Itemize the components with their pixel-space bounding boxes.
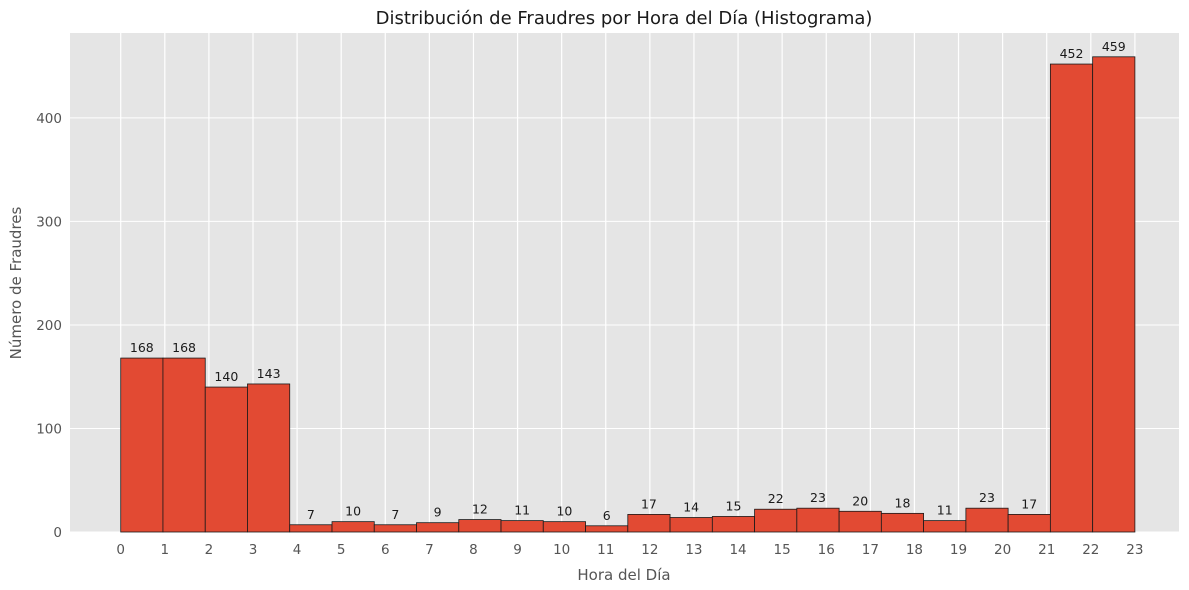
bar-hour-17 (838, 510, 882, 533)
bar-hour-18 (880, 512, 924, 533)
y-tick-label: 300 (36, 214, 62, 230)
bar-hour-6 (373, 524, 417, 533)
y-axis-label: Número de Fraudres (7, 206, 25, 359)
x-tick-label: 19 (950, 542, 967, 558)
bar-hour-15 (754, 508, 798, 533)
bar-value-label: 17 (1021, 496, 1037, 511)
bar-value-label: 23 (810, 490, 826, 505)
y-tick-label: 400 (36, 111, 62, 127)
bar-value-label: 10 (345, 504, 361, 519)
x-tick-label: 21 (1038, 542, 1055, 558)
bar-hour-12 (627, 514, 671, 533)
bar-value-label: 12 (472, 502, 488, 517)
x-tick-label: 16 (818, 542, 835, 558)
bar-value-label: 22 (768, 491, 784, 506)
x-axis-label: Hora del Día (577, 566, 670, 584)
bar-value-label: 7 (307, 507, 315, 522)
bar-hour-7 (416, 522, 460, 533)
x-tick-label: 10 (553, 542, 570, 558)
bar-hour-8 (458, 519, 502, 533)
bar-value-label: 17 (641, 496, 657, 511)
x-tick-label: 3 (249, 542, 258, 558)
bar-hour-23 (1092, 56, 1136, 533)
bar-value-label: 23 (979, 490, 995, 505)
bar-value-label: 9 (434, 505, 442, 520)
bar-labels: 168 168 140 143 7 10 7 9 12 11 10 6 17 14 15 22 23 20 18 11… (130, 39, 1126, 523)
x-tick-label: 13 (685, 542, 702, 558)
grid-lines (70, 33, 1179, 533)
bar-hour-0 (120, 357, 164, 533)
bar-hour-19 (923, 520, 967, 533)
bar-hour-22 (1049, 63, 1094, 533)
x-tick-label: 15 (774, 542, 791, 558)
bar-hour-1 (162, 357, 206, 533)
x-tick-label: 20 (994, 542, 1011, 558)
chart-title: Distribución de Fraudres por Hora del Dí… (376, 8, 873, 29)
x-tick-label: 14 (729, 542, 746, 558)
x-tick-label: 0 (116, 542, 125, 558)
x-tick-label: 5 (337, 542, 346, 558)
bar-value-label: 18 (895, 495, 911, 510)
bar-hour-13 (669, 517, 713, 533)
x-tick-label: 9 (513, 542, 522, 558)
bar-value-label: 10 (556, 504, 572, 519)
y-axis-ticks: 0 100 200 300 400 (36, 111, 62, 541)
x-tick-label: 22 (1082, 542, 1099, 558)
x-tick-label: 23 (1126, 542, 1143, 558)
x-tick-label: 6 (381, 542, 390, 558)
y-tick-label: 100 (36, 421, 62, 437)
bar-value-label: 20 (852, 493, 868, 508)
bar-value-label: 143 (257, 366, 281, 381)
bar-value-label: 6 (603, 508, 611, 523)
x-tick-label: 12 (641, 542, 658, 558)
bars (120, 56, 1136, 533)
bar-hour-10 (542, 521, 586, 533)
bar-hour-21 (1007, 514, 1051, 533)
bar-hour-14 (711, 516, 755, 533)
bar-hour-20 (965, 507, 1009, 533)
bar-value-label: 14 (683, 500, 699, 515)
x-tick-label: 11 (597, 542, 614, 558)
bar-value-label: 15 (726, 498, 742, 513)
y-tick-label: 200 (36, 318, 62, 334)
bar-value-label: 11 (514, 503, 530, 518)
bar-hour-2 (204, 386, 248, 533)
bar-value-label: 459 (1102, 39, 1126, 54)
bar-hour-11 (585, 525, 629, 533)
x-tick-label: 8 (469, 542, 478, 558)
bar-value-label: 168 (172, 340, 196, 355)
x-tick-label: 1 (161, 542, 170, 558)
bar-hour-5 (331, 521, 375, 533)
x-tick-label: 4 (293, 542, 302, 558)
bar-value-label: 140 (214, 369, 238, 384)
bar-hour-3 (247, 383, 291, 533)
x-tick-label: 17 (862, 542, 879, 558)
x-axis-ticks: 0 1 2 3 4 5 6 7 8 9 10 11 12 13 14 15 16 17 18 19 20 21 22 23 (116, 542, 1143, 558)
x-tick-label: 2 (205, 542, 214, 558)
bar-value-label: 7 (391, 507, 399, 522)
bar-hour-9 (500, 520, 544, 533)
bar-value-label: 452 (1060, 46, 1084, 61)
bar-value-label: 11 (937, 503, 953, 518)
y-tick-label: 0 (53, 525, 62, 541)
x-tick-label: 7 (425, 542, 434, 558)
bar-value-label: 168 (130, 340, 154, 355)
x-tick-label: 18 (906, 542, 923, 558)
bar-hour-4 (289, 524, 333, 533)
bar-hour-16 (796, 507, 840, 533)
